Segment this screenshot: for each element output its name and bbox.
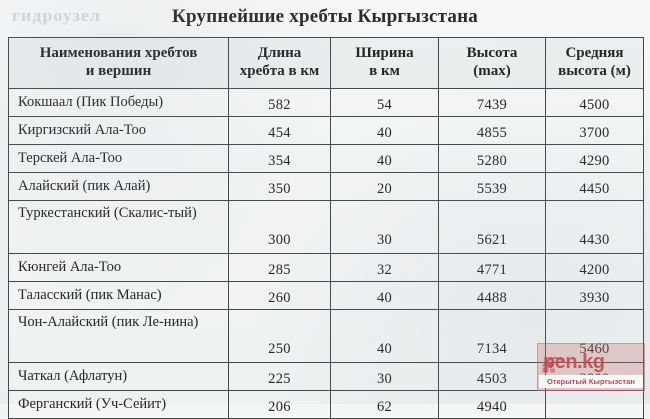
cell-max-height: 4488 [438,281,546,311]
cell-range-name: Терскей Ала-Тоо [8,144,229,174]
cell-max-height: 4855 [438,116,546,146]
table-row: Кокшаал (Пик Победы) 582 54 7439 4500 [8,88,644,118]
cell-max-height: 7134 [438,309,546,364]
cell-range-name: Чон-Алайский (пик Ле-нина) [8,309,229,364]
cell-width-km: 30 [330,200,439,255]
table-body: Кокшаал (Пик Победы) 582 54 7439 4500 Киргизс… [8,88,644,419]
cell-width-km: 62 [330,390,439,419]
cell-average-height: 4450 [545,172,644,202]
bleed-through-ghost-text: гидроузел [11,6,101,25]
cell-length-km: 285 [228,253,331,283]
cell-length-km: 454 [228,116,331,146]
table-header-row: Наименования хребтов и вершин Длина хреб… [8,36,644,90]
cell-average-height: 4200 [545,253,644,283]
cell-average-height: 3800 [545,362,644,392]
column-header-length: Длина хребта в км [228,36,331,90]
cell-length-km: 260 [228,281,331,311]
cell-width-km: 20 [330,172,439,202]
cell-average-height: 5460 [545,309,644,364]
table-row: Кюнгей Ала-Тоо 285 32 4771 4200 [8,253,644,283]
table-row: Туркестанский (Скалис-тый) 300 30 5621 4430 [8,200,644,255]
cell-width-km: 40 [330,144,439,174]
table-row: Алайский (пик Алай) 350 20 5539 4450 [8,172,644,202]
cell-max-height: 5539 [438,172,546,202]
cell-length-km: 225 [228,362,331,392]
cell-width-km: 30 [330,362,439,392]
cell-width-km: 54 [330,88,439,118]
cell-average-height: 4290 [545,144,644,174]
cell-range-name: Кюнгей Ала-Тоо [8,253,229,283]
cell-range-name: Алайский (пик Алай) [8,172,229,202]
cell-max-height: 4771 [438,253,546,283]
table-row: Киргизский Ала-Тоо 454 40 4855 3700 [8,116,644,146]
page-title: Крупнейшие хребты Кыргызстана [172,6,478,27]
cell-average-height: 4500 [545,88,644,118]
table-row: Чаткал (Афлатун) 225 30 4503 3800 [8,362,644,392]
cell-average-height: 3930 [545,281,644,311]
cell-average-height: 3700 [545,116,644,146]
cell-range-name: Кокшаал (Пик Победы) [8,88,229,118]
cell-range-name: Киргизский Ала-Тоо [8,116,229,146]
cell-average-height [545,390,644,419]
cell-max-height: 5621 [438,200,546,255]
mountain-ranges-table-wrapper: Наименования хребтов и вершин Длина хреб… [8,36,644,419]
cell-length-km: 250 [228,309,331,364]
table-row: Ферганский (Уч-Сейит) 206 62 4940 [8,390,644,419]
column-header-average-height: Средняя высота (м) [545,36,644,90]
cell-width-km: 40 [330,309,439,364]
cell-max-height: 4940 [438,390,546,419]
cell-max-height: 7439 [438,88,546,118]
cell-average-height: 4430 [545,200,644,255]
cell-length-km: 206 [228,390,331,419]
cell-range-name: Туркестанский (Скалис-тый) [8,200,229,255]
mountain-ranges-table: Наименования хребтов и вершин Длина хреб… [8,36,644,419]
cell-length-km: 350 [228,172,331,202]
column-header-width: Ширина в км [330,36,439,90]
cell-width-km: 40 [330,281,439,311]
column-header-max-height: Высота (max) [438,36,546,90]
cell-length-km: 582 [228,88,331,118]
cell-max-height: 5280 [438,144,546,174]
cell-length-km: 354 [228,144,331,174]
cell-range-name: Ферганский (Уч-Сейит) [8,390,229,419]
cell-width-km: 40 [330,116,439,146]
cell-range-name: Чаткал (Афлатун) [8,362,229,392]
table-row: Чон-Алайский (пик Ле-нина) 250 40 7134 5460 [8,309,644,364]
cell-width-km: 32 [330,253,439,283]
cell-max-height: 4503 [438,362,546,392]
cell-range-name: Таласский (пик Манас) [8,281,229,311]
column-header-name: Наименования хребтов и вершин [8,36,229,90]
table-row: Терскей Ала-Тоо 354 40 5280 4290 [8,144,644,174]
table-row: Таласский (пик Манас) 260 40 4488 3930 [8,281,644,311]
cell-length-km: 300 [228,200,331,255]
